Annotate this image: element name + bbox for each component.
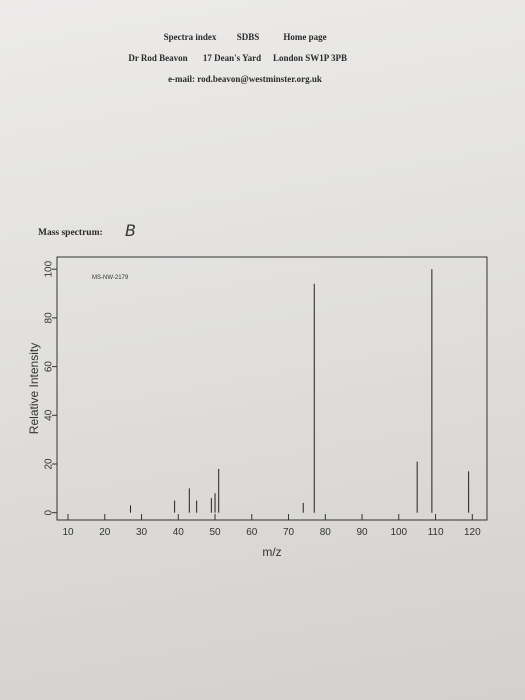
link[interactable]: SDBS xyxy=(237,32,260,42)
y-tick-label: 40 xyxy=(44,409,55,421)
x-tick-label: 60 xyxy=(246,527,258,538)
x-tick-label: 10 xyxy=(62,527,74,538)
email-link[interactable]: e-mail: rod.beavon@westminster.org.uk xyxy=(168,74,322,84)
x-axis-label: m/z xyxy=(262,545,281,559)
x-tick-label: 100 xyxy=(390,527,407,538)
x-tick-label: 90 xyxy=(356,527,368,538)
y-tick-label: 20 xyxy=(44,458,55,470)
x-tick-label: 30 xyxy=(136,527,148,538)
x-tick-label: 120 xyxy=(464,527,481,538)
annotation: MS-NW-2179 xyxy=(92,275,129,281)
plot-frame xyxy=(56,256,488,521)
address-line: 17 Dean's Yard xyxy=(203,53,261,63)
section-label: Mass spectrum: xyxy=(38,228,103,238)
y-tick-label: 0 xyxy=(44,509,55,515)
address-line: Dr Rod Beavon xyxy=(128,53,187,63)
x-tick-label: 20 xyxy=(99,527,111,538)
plot: 0 20 40 60 80 100 10 20 30 40 50 60 70 80 90 100 110 120 m… xyxy=(27,260,481,559)
handwritten-note: B xyxy=(125,221,136,240)
x-tick-label: 40 xyxy=(173,527,185,538)
x-tick-label: 80 xyxy=(320,527,332,538)
y-tick-label: 80 xyxy=(44,312,55,324)
y-axis-label: Relative Intensity xyxy=(27,343,41,434)
y-tick-label: 100 xyxy=(44,260,55,277)
x-tick-label: 50 xyxy=(209,527,221,538)
link[interactable]: Home page xyxy=(283,32,326,42)
y-tick-label: 60 xyxy=(44,361,55,373)
link[interactable]: Spectra index xyxy=(164,32,217,42)
address-line: London SW1P 3PB xyxy=(273,53,347,63)
x-tick-label: 110 xyxy=(428,527,444,538)
x-tick-label: 70 xyxy=(283,527,295,538)
